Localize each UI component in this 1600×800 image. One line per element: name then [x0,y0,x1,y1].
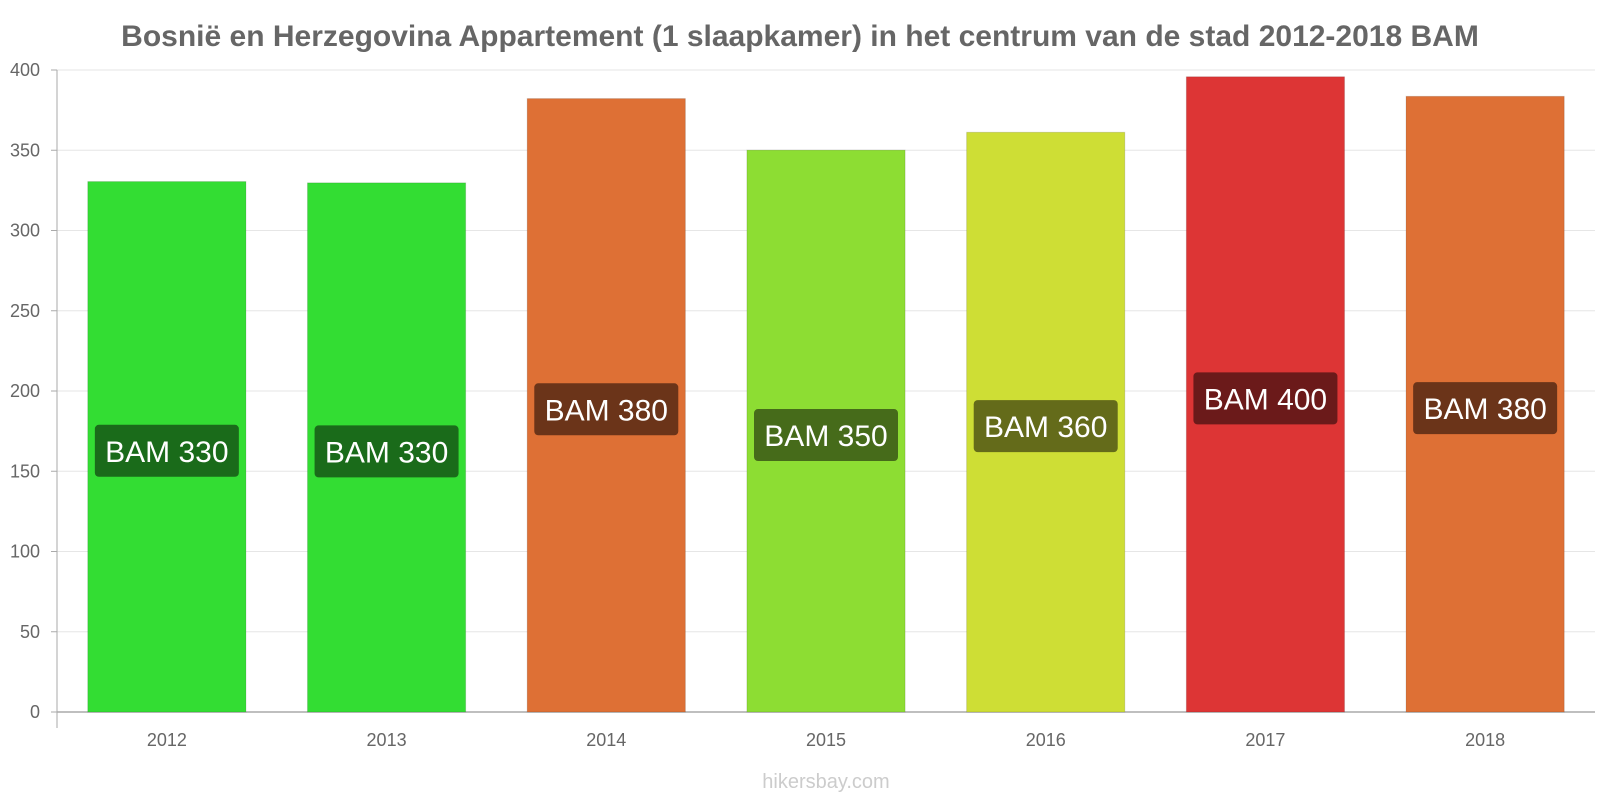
x-tick-label: 2017 [1245,730,1285,750]
y-tick-label: 200 [10,381,40,401]
x-tick-label: 2014 [586,730,626,750]
x-tick-label: 2012 [147,730,187,750]
y-tick-label: 350 [10,140,40,160]
value-label-box [94,424,239,477]
value-labels: BAM 330 BAM 330 BAM 380 BAM 350 BAM 360 BAM 4… [94,372,1558,478]
x-tick-label: 2016 [1026,730,1066,750]
value-label: BAM 330 [105,436,228,469]
value-label-box [1413,382,1558,435]
y-tick-label: 300 [10,221,40,241]
value-label-box [754,409,898,462]
bars [87,76,1565,713]
value-label: BAM 400 [1204,383,1327,416]
y-tick-label: 0 [30,702,40,722]
x-tick-label: 2013 [367,730,407,750]
value-label: BAM 380 [545,394,668,427]
chart-title: Bosnië en Herzegovina Appartement (1 sla… [121,20,1479,53]
value-label-box [1193,372,1338,425]
x-tick-label: 2015 [806,730,846,750]
y-tick-label: 50 [20,622,40,642]
value-label: BAM 330 [325,436,448,469]
x-tick-label: 2018 [1465,730,1505,750]
y-tick-label: 400 [10,60,40,80]
value-label: BAM 380 [1423,393,1546,426]
value-label: BAM 360 [984,411,1107,444]
value-label-box [314,425,459,478]
y-tick-label: 250 [10,301,40,321]
value-label-box [973,400,1118,453]
y-tick-label: 100 [10,542,40,562]
y-tick-label: 150 [10,461,40,481]
value-label-box [534,383,679,436]
value-label: BAM 350 [764,420,887,453]
watermark-text: hikersbay.com [762,771,889,793]
